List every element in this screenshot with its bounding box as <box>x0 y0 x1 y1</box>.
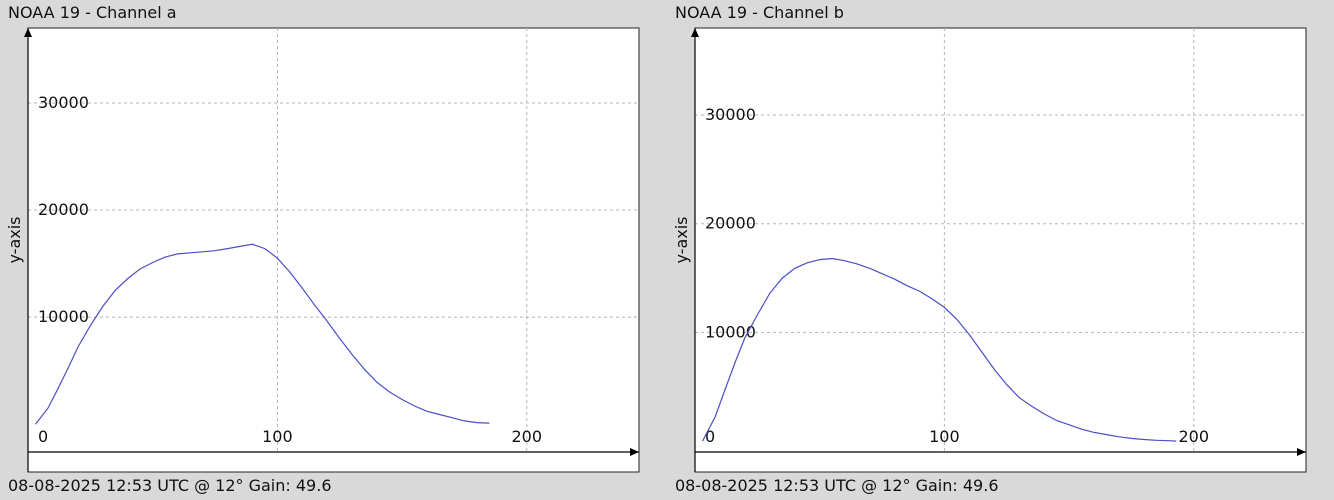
status-footer: 08-08-2025 12:53 UTC @ 12° Gain: 49.6 <box>675 476 999 495</box>
y-tick-label: 20000 <box>705 214 756 233</box>
x-tick-label: 200 <box>512 427 543 446</box>
x-tick-label: 0 <box>38 427 48 446</box>
y-axis-arrow <box>24 28 32 37</box>
y-tick-label: 30000 <box>705 105 756 124</box>
chart-title: NOAA 19 - Channel a <box>8 3 177 22</box>
y-axis-arrow <box>691 28 699 37</box>
y-tick-label: 30000 <box>38 93 89 112</box>
x-tick-label: 100 <box>262 427 293 446</box>
x-tick-label: 200 <box>1179 427 1210 446</box>
y-tick-label: 20000 <box>38 200 89 219</box>
chart-panel-a: NOAA 19 - Channel a 0 100 200 10000 20000 300… <box>5 3 640 495</box>
x-axis-arrow <box>1297 448 1306 456</box>
plot-a: 0 100 200 10000 20000 30000 y-axis <box>5 27 640 473</box>
y-axis-label: y-axis <box>5 216 24 263</box>
chart-panel-b: NOAA 19 - Channel b 0 100 200 10000 20000 300… <box>667 0 1334 500</box>
y-axis-label: y-axis <box>672 216 691 263</box>
plot-area <box>694 27 1307 473</box>
plot-area <box>27 27 640 473</box>
x-tick-label: 0 <box>705 427 715 446</box>
status-footer: 08-08-2025 12:53 UTC @ 12° Gain: 49.6 <box>8 476 332 495</box>
y-tick-label: 10000 <box>38 307 89 326</box>
series-line <box>35 243 490 425</box>
y-tick-label: 10000 <box>705 322 756 341</box>
plot-b: 0 100 200 10000 20000 30000 y-axis <box>672 27 1307 473</box>
x-tick-label: 100 <box>929 427 960 446</box>
chart-title: NOAA 19 - Channel b <box>675 3 844 22</box>
x-axis-arrow <box>630 448 639 456</box>
series-line <box>701 257 1177 442</box>
